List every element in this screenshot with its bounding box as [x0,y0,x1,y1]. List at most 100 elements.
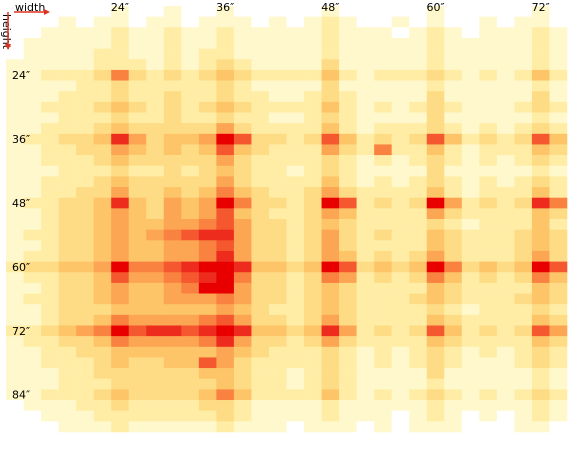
heatmap-cell [58,69,77,81]
heatmap-cell [426,187,445,198]
heatmap-cell [479,410,498,422]
heatmap-cell [321,91,340,103]
heatmap-cell [549,208,568,220]
heatmap-cell [111,357,130,369]
heatmap-cell [514,304,533,316]
heatmap-cell [531,197,550,209]
heatmap-cell [356,410,375,422]
heatmap-cell [146,336,165,348]
heatmap-cell [286,133,305,145]
heatmap-cell [514,346,533,358]
heatmap-cell [356,229,375,241]
heatmap-cell [304,16,322,28]
heatmap-cell [216,6,235,17]
heatmap-cell [111,304,130,316]
heatmap-cell [409,304,428,316]
heatmap-cell [76,101,94,113]
heatmap-cell [198,123,217,135]
heatmap-cell [444,240,463,252]
heatmap-cell [391,282,410,294]
heatmap-cell [339,250,357,262]
heatmap-cell [286,240,305,252]
heatmap-cell [391,6,410,17]
heatmap-cell [426,208,445,220]
heatmap-cell [496,133,515,145]
heatmap-cell [111,229,130,241]
heatmap-cell [461,325,480,337]
heatmap-cell [198,314,217,326]
heatmap-cell [444,314,463,326]
heatmap-cell [286,357,305,369]
heatmap-cell [251,37,270,49]
heatmap-cell [374,101,392,113]
heatmap-cell [41,346,59,358]
heatmap-cell [268,16,287,28]
heatmap-cell [216,325,235,337]
heatmap-cell [461,272,480,284]
heatmap-cell [374,272,392,284]
heatmap-cell [479,176,498,188]
heatmap-cell [304,314,322,326]
heatmap-cell [409,133,428,145]
heatmap-cell [409,314,428,326]
heatmap-cell [479,314,498,326]
heatmap-cell [374,336,392,348]
heatmap-cell [58,250,77,262]
heatmap-cell [93,6,112,17]
heatmap-cell [76,27,94,39]
heatmap-cell [251,346,270,358]
heatmap-cell [146,272,165,284]
heatmap-cell [444,293,463,305]
heatmap-cell [461,187,480,198]
heatmap-cell [216,304,235,316]
heatmap-cell [233,261,252,273]
heatmap-cell [216,91,235,103]
heatmap-cell [531,250,550,262]
heatmap-cell [444,304,463,316]
heatmap-cell [304,208,322,220]
heatmap-cell [41,240,59,252]
heatmap-cell [163,336,182,348]
heatmap-cell [93,314,112,326]
heatmap-cell [111,336,130,348]
heatmap-cell [6,112,24,124]
heatmap-cell [111,272,130,284]
heatmap-cell [58,101,77,113]
heatmap-cell [286,155,305,167]
heatmap-cell [304,187,322,198]
heatmap-cell [268,80,287,92]
heatmap-cell [321,240,340,252]
heatmap-cell [374,165,392,177]
heatmap-cell [58,378,77,390]
heatmap-cell [374,314,392,326]
heatmap-cell [233,282,252,294]
heatmap-cell [111,389,130,401]
heatmap-cell [286,101,305,113]
heatmap-cell [444,250,463,262]
heatmap-cell [374,187,392,198]
heatmap-cell [233,378,252,390]
heatmap-cell [41,208,59,220]
heatmap-cell [76,59,94,71]
heatmap-cell [111,346,130,358]
heatmap-cell [461,250,480,262]
heatmap-cell [58,410,77,422]
heatmap-cell [426,144,445,156]
heatmap-cell [41,80,59,92]
heatmap-cell [374,240,392,252]
heatmap-cell [111,187,130,198]
heatmap-cell [251,27,270,39]
x-tick-label: 24″ [111,1,129,14]
heatmap-cell [391,410,410,422]
heatmap-cell [6,346,24,358]
heatmap-cell [286,250,305,262]
heatmap-cell [268,346,287,358]
heatmap-cell [41,112,59,124]
heatmap-cell [216,69,235,81]
heatmap-cell [286,144,305,156]
heatmap-cell [41,219,59,230]
y-tick-label: 72″ [12,325,30,338]
heatmap-cell [111,123,130,135]
heatmap-cell [514,69,533,81]
heatmap-cell [461,16,480,28]
